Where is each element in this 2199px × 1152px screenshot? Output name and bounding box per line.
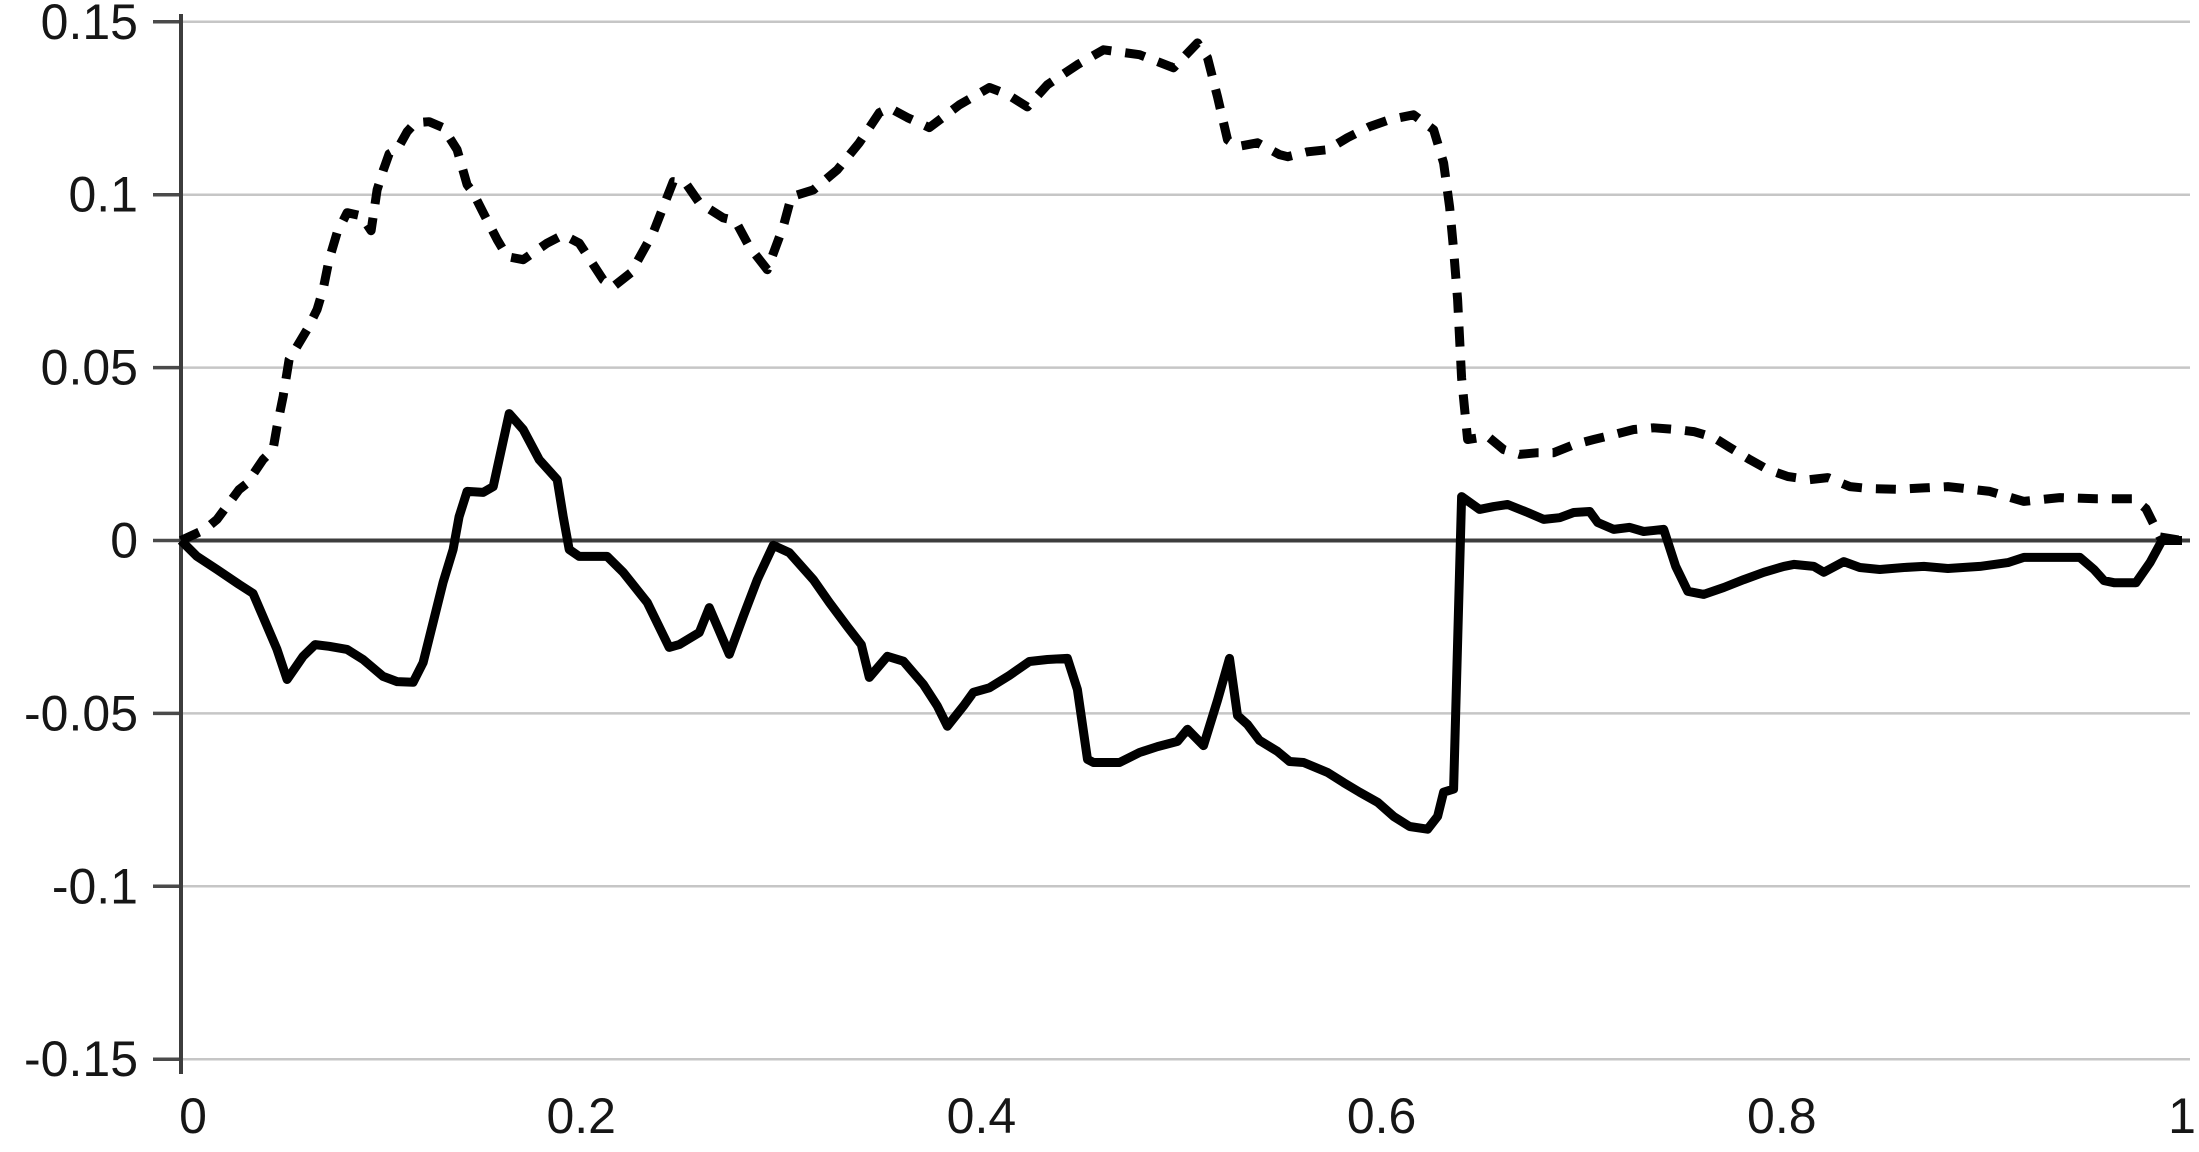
y-tick-label: 0.05 (41, 340, 138, 396)
y-axis-group (153, 14, 183, 1074)
x-tick-label: 1 (2168, 1088, 2196, 1144)
data-series-group (177, 38, 2183, 834)
x-tick-label: 0.4 (947, 1088, 1017, 1144)
y-tick-labels-group: 0.15 0.1 0.05 0 -0.05 -0.1 -0.15 (24, 0, 138, 1087)
x-tick-label: 0.2 (546, 1088, 616, 1144)
x-tick-label: 0.8 (1747, 1088, 1817, 1144)
x-tick-label: 0.6 (1347, 1088, 1417, 1144)
x-tick-labels-group: 0 0.2 0.4 0.6 0.8 1 (179, 1088, 2196, 1144)
x-tick-label: 0 (179, 1088, 207, 1144)
dashed-data-line (179, 38, 2183, 545)
gridlines-group (181, 20, 2190, 1061)
y-tick-label: -0.1 (52, 858, 138, 914)
y-tick-label: -0.05 (24, 685, 138, 741)
solid-data-line (177, 409, 2182, 834)
y-tick-label: -0.15 (24, 1031, 138, 1087)
y-tick-label: 0.1 (68, 167, 138, 223)
y-tick-label: 0.15 (41, 0, 138, 50)
y-tick-label: 0 (110, 513, 138, 569)
